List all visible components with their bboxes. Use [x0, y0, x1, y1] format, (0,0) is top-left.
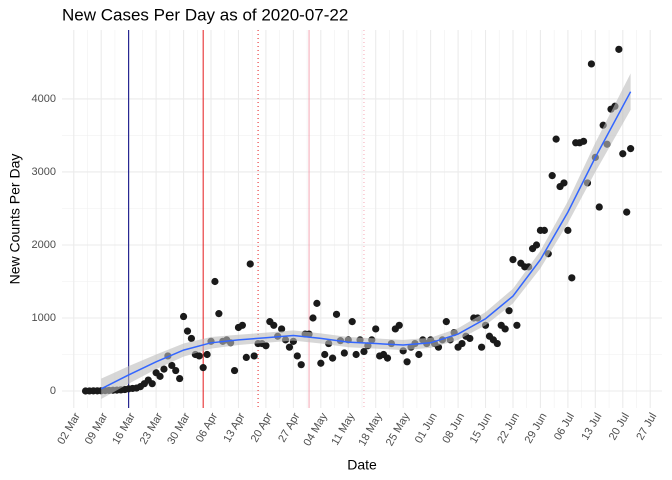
point: [595, 203, 603, 211]
point: [552, 135, 560, 143]
point: [348, 318, 356, 326]
point: [403, 358, 411, 366]
point: [183, 327, 192, 335]
point: [478, 343, 486, 351]
point: [352, 350, 360, 359]
point: [262, 342, 270, 350]
point: [505, 307, 513, 315]
x-tick-label: 06 Apr: [194, 411, 220, 445]
point: [321, 350, 329, 359]
point: [587, 60, 596, 68]
x-axis-title: Date: [347, 457, 377, 473]
y-tick-label: 4000: [32, 93, 56, 105]
point: [360, 347, 368, 356]
x-tick-label: 08 Jun: [440, 411, 467, 446]
x-tick-label: 18 May: [356, 411, 385, 449]
x-tick-label: 02 Mar: [55, 411, 83, 447]
point: [513, 321, 521, 329]
x-tick-label: 25 May: [384, 411, 413, 449]
x-tick-label: 30 Mar: [165, 411, 193, 447]
y-tick-label: 1000: [32, 312, 56, 324]
x-tick-label: 20 Jul: [607, 411, 632, 442]
y-tick-label: 0: [50, 385, 56, 397]
x-tick-label: 13 Apr: [221, 411, 247, 445]
x-tick-label: 23 Mar: [138, 411, 166, 447]
y-tick-label: 3000: [32, 166, 56, 178]
x-tick-label: 27 Jul: [634, 411, 659, 442]
chart-title: New Cases Per Day as of 2020-07-22: [62, 5, 348, 24]
confidence-band: [101, 73, 631, 400]
point: [619, 150, 627, 158]
point: [297, 361, 305, 369]
point: [160, 365, 168, 373]
y-axis-title: New Counts Per Day: [7, 154, 23, 285]
point: [532, 241, 541, 249]
point: [442, 318, 450, 326]
x-tick-label: 20 Apr: [249, 411, 275, 445]
x-tick-label: 06 Jul: [552, 411, 577, 442]
point: [187, 334, 196, 343]
point: [372, 325, 380, 333]
point: [179, 312, 188, 321]
point: [615, 45, 623, 53]
point: [148, 380, 156, 388]
point: [509, 255, 517, 264]
point: [548, 172, 556, 180]
point: [560, 179, 568, 187]
point: [501, 325, 509, 333]
point: [332, 310, 341, 318]
y-tick-label: 2000: [32, 239, 56, 251]
x-tick-label: 04 May: [302, 411, 331, 449]
x-tick-label: 22 Jun: [495, 411, 522, 446]
point: [568, 274, 576, 282]
point: [285, 343, 294, 351]
point: [627, 145, 635, 153]
point: [278, 325, 286, 333]
point: [172, 366, 180, 375]
point: [215, 310, 223, 318]
x-tick-label: 29 Jun: [523, 411, 550, 446]
point: [466, 334, 474, 343]
point: [270, 321, 278, 329]
x-tick-label: 11 May: [329, 411, 357, 448]
point: [540, 226, 548, 234]
point: [156, 372, 164, 380]
point: [383, 354, 392, 362]
point: [199, 364, 207, 372]
x-tick-label: 16 Mar: [110, 411, 138, 447]
x-tick-label: 09 Mar: [83, 411, 111, 447]
point: [317, 359, 325, 367]
point: [493, 339, 501, 348]
point: [203, 350, 211, 359]
point: [458, 339, 466, 348]
point: [250, 352, 258, 360]
x-tick-label: 27 Apr: [276, 411, 302, 445]
point: [309, 314, 317, 322]
point: [313, 299, 321, 307]
point: [579, 137, 588, 145]
point: [564, 226, 572, 234]
point: [623, 208, 631, 216]
point: [293, 352, 301, 360]
x-tick-label: 01 Jun: [413, 411, 440, 446]
point: [195, 352, 203, 360]
x-tick-label: 15 Jun: [468, 411, 495, 446]
point: [176, 374, 184, 383]
point: [211, 277, 219, 286]
point: [328, 354, 337, 362]
smooth-line: [100, 91, 632, 390]
point: [238, 321, 246, 329]
point: [230, 366, 239, 375]
point: [340, 349, 348, 357]
x-tick-label: 13 Jul: [579, 411, 604, 442]
point: [246, 260, 254, 268]
point: [395, 321, 403, 329]
point: [415, 350, 423, 359]
point: [242, 353, 250, 362]
point: [168, 361, 176, 370]
